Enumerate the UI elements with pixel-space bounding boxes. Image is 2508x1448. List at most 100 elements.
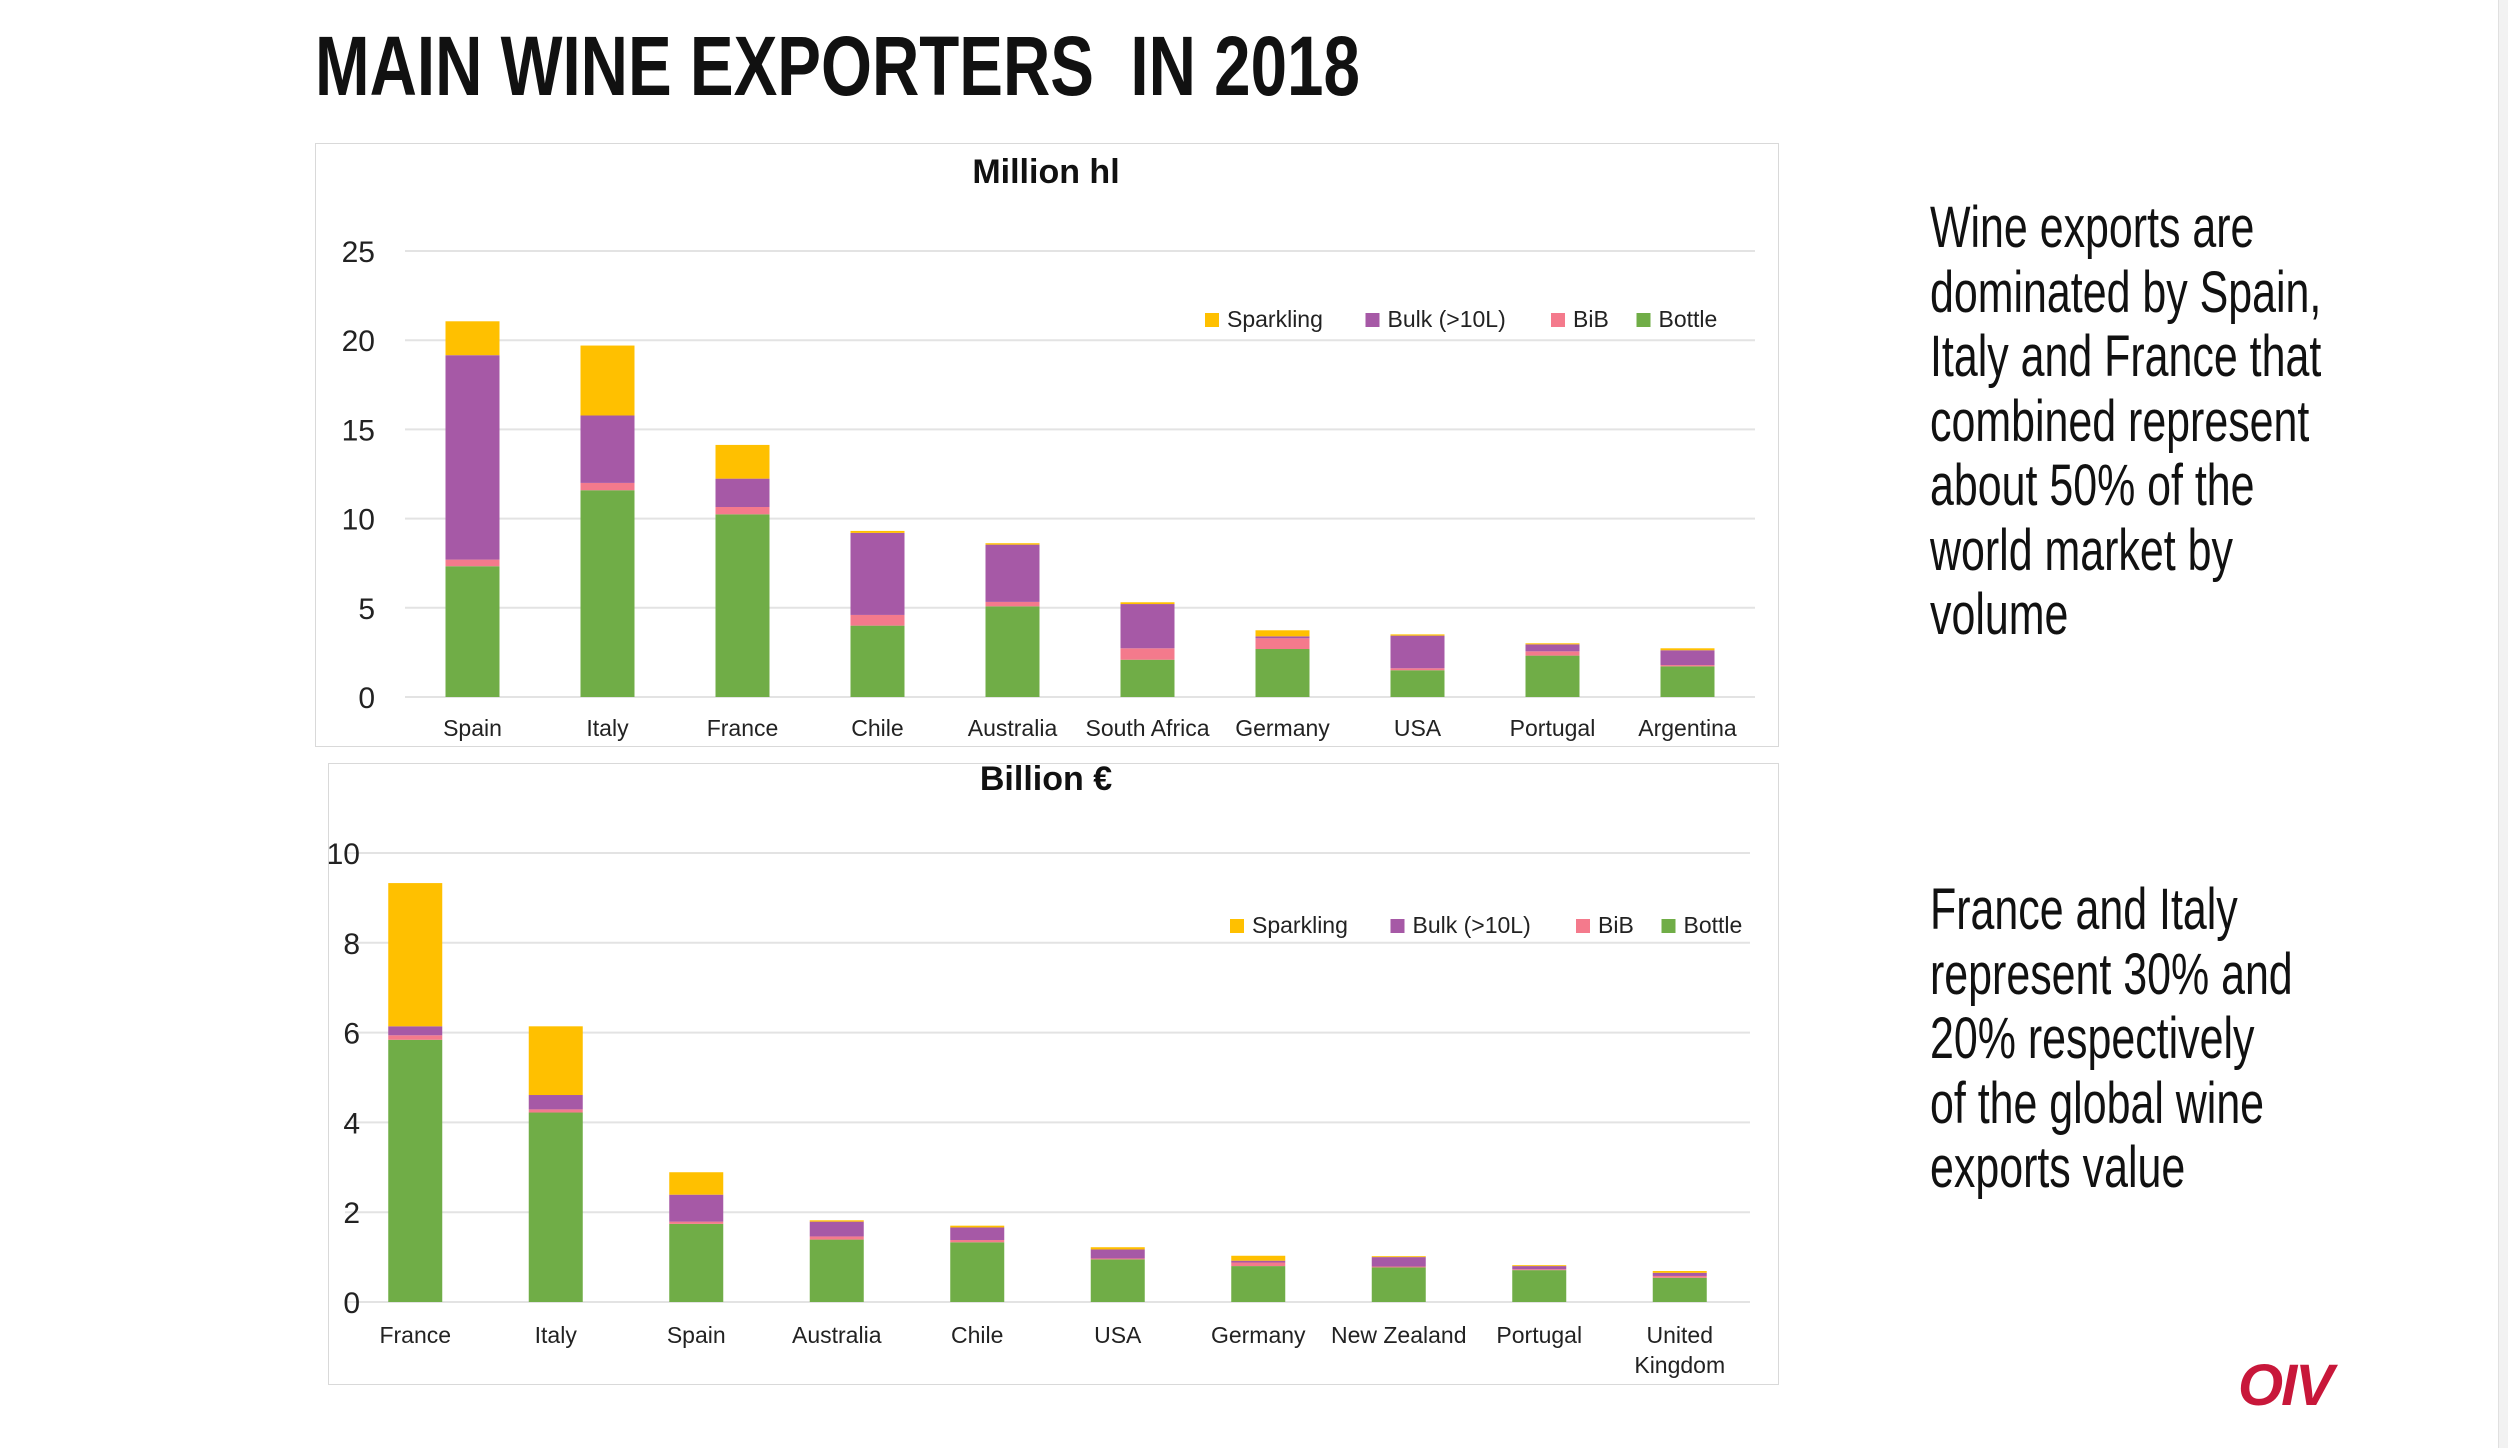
commentary-line: about 50% of the	[1930, 453, 2255, 518]
y-tick-label: 0	[358, 682, 375, 715]
bar-segment-bottle	[715, 514, 770, 697]
bar-segment-bottle	[1525, 655, 1580, 697]
x-tick-label: Australia	[968, 715, 1058, 741]
bar-segment-bottle	[850, 625, 905, 697]
x-tick-label: Portugal	[1496, 1322, 1582, 1348]
y-tick-label: 8	[343, 928, 360, 961]
bar-segment-bib	[669, 1221, 724, 1224]
commentary-line: combined represent	[1930, 388, 2310, 454]
y-tick-label: 10	[327, 838, 360, 871]
commentary-line: of the global wine	[1930, 1070, 2265, 1136]
x-tick-label: Kingdom	[1634, 1352, 1725, 1378]
bar-segment-bottle	[669, 1223, 724, 1302]
commentary-line: Italy and France that	[1930, 324, 2322, 389]
x-tick-label: Argentina	[1638, 715, 1737, 741]
oiv-logo: OIV	[2238, 1353, 2334, 1418]
bar-segment-bulk-l-	[809, 1221, 864, 1237]
y-tick-label: 5	[358, 593, 375, 626]
page-title: MAIN WINE EXPORTERS IN 2018	[315, 19, 1360, 113]
bar-segment-bottle	[528, 1112, 583, 1302]
bar-segment-bulk-l-	[715, 478, 770, 508]
bar-segment-bulk-l-	[445, 355, 500, 560]
window-edge	[2498, 0, 2508, 1448]
bar-segment-bulk-l-	[1652, 1272, 1707, 1276]
y-tick-label: 15	[342, 414, 375, 447]
bar-segment-bottle	[580, 490, 635, 697]
bar-segment-sparkling	[1255, 630, 1310, 637]
bar-segment-bib	[528, 1109, 583, 1113]
bar-segment-bottle	[1512, 1270, 1567, 1302]
bar-segment-sparkling	[1525, 643, 1580, 645]
value-commentary: France and Italy represent 30% and 20% r…	[1930, 877, 2293, 1201]
bar-segment-bib	[950, 1240, 1005, 1243]
bar-segment-bottle	[1371, 1267, 1426, 1302]
bar-segment-sparkling	[950, 1225, 1005, 1228]
bar-segment-bib	[1660, 665, 1715, 667]
x-tick-label: Portugal	[1510, 715, 1596, 741]
commentary-line: world market by	[1930, 517, 2233, 583]
bar-segment-bulk-l-	[1390, 635, 1445, 669]
bar-segment-bib	[1512, 1269, 1567, 1271]
bar-segment-bulk-l-	[388, 1026, 443, 1036]
legend-swatch	[1551, 313, 1565, 327]
bar-segment-bulk-l-	[528, 1095, 583, 1110]
commentary-line: exports value	[1930, 1135, 2186, 1200]
bar-segment-sparkling	[985, 543, 1040, 545]
bar-segment-bottle	[1090, 1259, 1145, 1302]
commentary-line: France and Italy	[1930, 877, 2238, 942]
x-tick-label: Germany	[1235, 715, 1330, 741]
x-tick-label: New Zealand	[1331, 1322, 1467, 1348]
legend-label: BiB	[1573, 306, 1609, 332]
bar-segment-sparkling	[1090, 1247, 1145, 1250]
bar-segment-sparkling	[1512, 1265, 1567, 1267]
bar-segment-sparkling	[445, 321, 500, 356]
bar-segment-bib	[388, 1035, 443, 1040]
volume-commentary: Wine exports are dominated by Spain, Ita…	[1930, 195, 2322, 648]
bar-segment-sparkling	[1660, 648, 1715, 651]
x-tick-label: Chile	[851, 715, 903, 741]
legend-label: Sparkling	[1252, 912, 1348, 938]
bar-segment-bottle	[1120, 659, 1175, 697]
legend-label: Bottle	[1659, 306, 1718, 332]
bar-segment-sparkling	[1390, 634, 1445, 636]
y-tick-label: 10	[342, 504, 375, 537]
x-tick-label: Australia	[792, 1322, 882, 1348]
x-tick-label: France	[707, 715, 779, 741]
legend-swatch	[1230, 919, 1244, 933]
y-tick-label: 0	[343, 1287, 360, 1320]
bar-segment-sparkling	[669, 1172, 724, 1195]
legend-swatch	[1365, 313, 1380, 327]
legend-label: Sparkling	[1227, 306, 1323, 332]
commentary-line: Wine exports are	[1930, 195, 2255, 260]
bar-segment-bib	[580, 482, 635, 491]
bar-segment-bulk-l-	[1371, 1257, 1426, 1267]
bar-segment-bib	[1231, 1262, 1286, 1267]
bar-segment-bulk-l-	[950, 1227, 1005, 1241]
commentary-line: represent 30% and	[1930, 941, 2293, 1007]
x-tick-label: Spain	[667, 1322, 726, 1348]
bar-segment-bulk-l-	[1231, 1260, 1286, 1263]
x-tick-label: Italy	[586, 715, 629, 741]
bar-segment-sparkling	[580, 345, 635, 416]
bar-segment-bottle	[388, 1039, 443, 1302]
legend-label: Bulk (>10L)	[1413, 912, 1531, 938]
x-tick-label: Spain	[443, 715, 502, 741]
bar-segment-bottle	[445, 566, 500, 697]
x-tick-label: USA	[1094, 1322, 1142, 1348]
x-tick-label: USA	[1394, 715, 1442, 741]
bar-segment-bib	[445, 559, 500, 567]
chart-title: Million hl	[972, 153, 1119, 191]
y-tick-label: 4	[343, 1107, 360, 1140]
x-tick-label: Italy	[535, 1322, 578, 1348]
bar-segment-sparkling	[1231, 1255, 1286, 1261]
bar-segment-sparkling	[388, 883, 443, 1027]
x-tick-label: Chile	[951, 1322, 1003, 1348]
bar-segment-sparkling	[809, 1220, 864, 1222]
bar-segment-bottle	[950, 1242, 1005, 1302]
bar-segment-bib	[1371, 1266, 1426, 1268]
bar-segment-bib	[1652, 1275, 1707, 1278]
y-tick-label: 25	[342, 236, 375, 269]
bar-segment-bottle	[985, 606, 1040, 697]
